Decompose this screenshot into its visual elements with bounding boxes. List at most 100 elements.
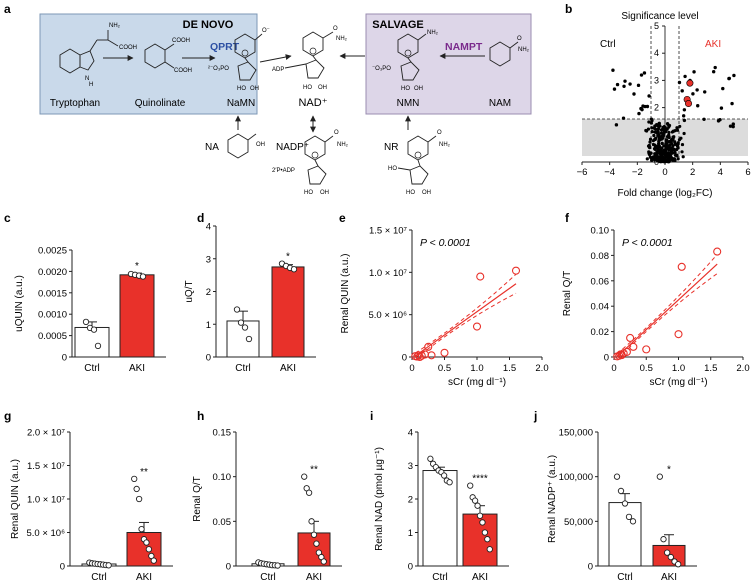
data-point	[476, 272, 485, 281]
volcano-sig-point	[719, 106, 724, 110]
data-point	[677, 262, 686, 271]
volcano-sig-point	[696, 104, 700, 108]
volcano-sig-point	[692, 70, 696, 74]
data-point	[139, 273, 147, 280]
ytick-label: 0	[60, 562, 65, 573]
nadp-ho: HO	[304, 190, 313, 196]
nr-o: O	[437, 130, 442, 136]
volcano-sig-point	[622, 84, 626, 89]
nam-structure	[489, 41, 519, 67]
volcano-sig-point	[732, 73, 736, 78]
data-point	[237, 319, 245, 326]
ytick-label: 0.10	[213, 472, 232, 483]
namn-phosphate: ²⁻O₃PO	[208, 66, 229, 72]
data-point	[511, 266, 521, 275]
nr-structure	[397, 135, 437, 185]
ytick-label: 5.0 × 10⁶	[368, 310, 407, 321]
volcano-point	[678, 124, 682, 129]
data-point	[131, 475, 138, 483]
data-point	[446, 479, 453, 486]
data-point	[481, 529, 489, 536]
panel-letter-d: d	[197, 211, 204, 225]
volcano-point	[663, 127, 667, 131]
category-label: Ctrl	[91, 572, 107, 583]
nad-nh2: NH₂	[336, 36, 348, 42]
ytick-label: 1.0 × 10⁷	[27, 495, 66, 506]
data-point	[427, 351, 436, 360]
volcano-sig-point	[636, 83, 641, 88]
namn-oxide: O⁻	[262, 28, 270, 34]
volcano-point	[664, 142, 669, 146]
data-point	[486, 546, 493, 553]
nmn-oh: OH	[414, 86, 423, 92]
regression-line	[414, 283, 517, 357]
data-point	[233, 306, 241, 313]
data-point	[629, 518, 637, 525]
volcano-point	[667, 135, 671, 140]
volcano-ticks: −6 −4 −2 0 2 4 6 0 1 2 3 4 5	[577, 21, 751, 178]
ytick-label: 2.0 × 10⁷	[27, 428, 66, 439]
data-point	[472, 322, 482, 331]
label-nadp: NADP⁺	[276, 142, 309, 153]
ytick-label: 3	[408, 461, 413, 472]
volcano-point	[676, 141, 680, 145]
data-point	[424, 342, 433, 351]
volcano-sig-point	[721, 86, 725, 91]
ytick-label: 1	[206, 320, 211, 331]
significance-label: **	[140, 467, 148, 478]
label-tryptophan: Tryptophan	[50, 98, 100, 109]
nadp-nh2: NH₂	[337, 142, 349, 148]
data-point	[82, 318, 90, 326]
volcano-xlabel: Fold change (log₂FC)	[617, 188, 712, 199]
volcano-sig-point	[645, 104, 650, 109]
data-point	[305, 489, 313, 496]
volcano-ytick-label: 0	[654, 157, 659, 167]
data-point	[626, 333, 635, 343]
nr-oh: OH	[422, 190, 431, 196]
ytick-label: 0	[588, 562, 593, 573]
volcano-sig-point	[641, 104, 645, 108]
volcano-sig-point	[628, 82, 632, 86]
volcano-point	[665, 147, 669, 151]
label-namn: NaMN	[227, 98, 255, 109]
data-point	[245, 335, 253, 343]
ytick-label: 0	[402, 353, 407, 364]
volcano-point	[661, 159, 665, 163]
volcano-sig-point	[711, 70, 716, 74]
xtick-label: 0.5	[640, 363, 653, 374]
data-point	[440, 472, 448, 479]
regression-line	[616, 263, 718, 357]
volcano-point	[670, 141, 674, 146]
volcano-point	[648, 137, 653, 141]
quinolinate-structure	[144, 43, 175, 69]
volcano-point	[657, 121, 661, 125]
confidence-band-lower	[616, 273, 718, 358]
ytick-label: 0.10	[591, 226, 610, 237]
significance-label: *	[667, 465, 671, 476]
panel-j: j 0 50,000 100,000 150,000 Renal NADP⁺ (a.u.)…	[533, 409, 697, 583]
namn-charge	[241, 49, 249, 57]
namn-structure	[234, 33, 263, 81]
ytick-label: 0	[226, 562, 231, 573]
volcano-sig-point	[639, 73, 644, 77]
volcano-sig-point	[695, 88, 699, 92]
quin-cooh-1: COOH	[172, 38, 190, 44]
volcano-sig-point	[730, 101, 734, 106]
data-point	[674, 330, 683, 339]
ytick-label: 0.0015	[38, 288, 67, 299]
volcano-ytick-label: 3	[654, 75, 659, 85]
volcano-point	[655, 156, 660, 160]
nampt-label: NAMPT	[445, 41, 483, 53]
category-label: AKI	[129, 363, 145, 374]
volcano-point	[662, 144, 666, 148]
volcano-point	[671, 144, 675, 148]
volcano-point	[680, 142, 685, 147]
nadp-o: O	[334, 130, 339, 136]
x-axis-label: sCr (mg dl⁻¹)	[649, 377, 707, 388]
ytick-label: 2	[408, 495, 413, 506]
y-axis-label: Renal NADP⁺ (a.u.)	[547, 455, 558, 543]
volcano-sig-point	[623, 79, 627, 83]
bar-aki	[119, 274, 155, 358]
xtick-label: 0.5	[438, 363, 451, 374]
volcano-sig-point	[611, 68, 615, 72]
